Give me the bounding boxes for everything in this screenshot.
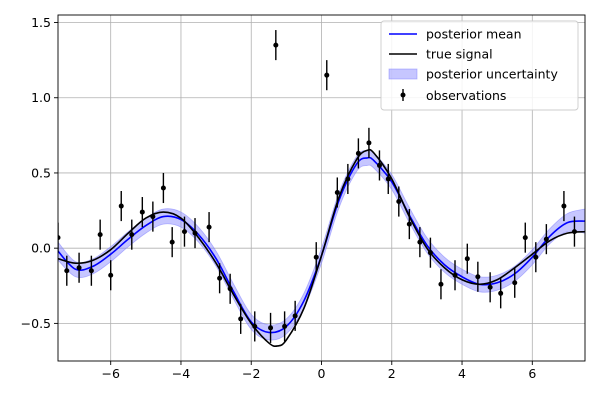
observation-point	[385, 163, 391, 195]
observation-point	[313, 242, 319, 273]
legend-swatch-observations	[400, 89, 406, 101]
x-tick-label: 6	[528, 366, 536, 381]
observation-point	[58, 222, 61, 253]
observation-point	[292, 300, 298, 331]
observation-point	[169, 227, 175, 258]
observation-point	[108, 260, 114, 291]
observation-point	[160, 172, 166, 204]
observation-point	[76, 252, 82, 283]
observation-point	[88, 255, 94, 286]
posterior-uncertainty-band	[58, 149, 585, 341]
legend-box	[380, 20, 579, 111]
x-tick-label: 2	[388, 366, 396, 381]
observation-point	[181, 216, 187, 247]
observation-point	[464, 243, 470, 274]
y-tick-label: 0.5	[31, 165, 51, 180]
observation-point	[282, 311, 288, 342]
observation-point	[533, 242, 539, 273]
legend-label-observations: observations	[426, 88, 506, 103]
observation-point	[438, 269, 444, 300]
observation-point	[64, 255, 70, 286]
observation-point	[345, 163, 351, 195]
observation-point	[355, 138, 361, 169]
x-tick-label: −2	[242, 366, 260, 381]
observation-point	[512, 267, 518, 298]
x-tick-label: 0	[318, 366, 326, 381]
observation-point	[522, 222, 528, 253]
legend-label-posterior-mean: posterior mean	[426, 27, 522, 42]
y-tick-label: −0.5	[21, 316, 51, 331]
observation-point	[427, 237, 433, 268]
legend-swatch-posterior-uncertainty	[388, 68, 418, 80]
observation-point	[324, 60, 330, 91]
observation-point	[487, 272, 493, 303]
x-tick-label: −4	[172, 366, 190, 381]
y-tick-label: 0.0	[31, 241, 51, 256]
observation-point	[192, 218, 198, 249]
x-axis: −6 −4 −2 0 2 4 6	[101, 361, 536, 381]
legend: posterior mean true signal posterior unc…	[380, 20, 579, 111]
observation-point	[543, 224, 549, 255]
x-tick-label: −6	[101, 366, 119, 381]
observation-point	[97, 219, 103, 250]
observation-point	[334, 177, 340, 208]
x-tick-label: 4	[458, 366, 466, 381]
observation-point	[417, 227, 423, 258]
observation-point	[268, 312, 274, 343]
legend-label-true-signal: true signal	[426, 47, 493, 62]
observation-point	[396, 186, 402, 217]
observation-point	[452, 260, 458, 291]
observation-point	[217, 263, 223, 294]
observation-point	[273, 30, 279, 61]
observation-point	[376, 150, 382, 181]
observation-point	[206, 212, 212, 243]
observation-point	[118, 191, 124, 222]
observation-point	[252, 311, 258, 342]
observation-point	[475, 261, 481, 292]
observation-point	[366, 127, 372, 158]
observation-point	[150, 201, 156, 232]
observation-point	[561, 191, 567, 222]
y-tick-label: 1.0	[31, 90, 51, 105]
observation-point	[227, 273, 233, 304]
observation-point	[571, 216, 577, 247]
observations	[58, 30, 577, 343]
legend-label-posterior-uncertainty: posterior uncertainty	[426, 67, 558, 82]
y-axis: −0.5 0.0 0.5 1.0 1.5	[21, 15, 58, 331]
observation-point	[406, 209, 412, 240]
y-tick-label: 1.5	[31, 15, 51, 30]
observation-point	[238, 303, 244, 334]
observation-point	[498, 278, 504, 309]
observation-point	[129, 219, 135, 250]
observation-point	[139, 197, 145, 228]
